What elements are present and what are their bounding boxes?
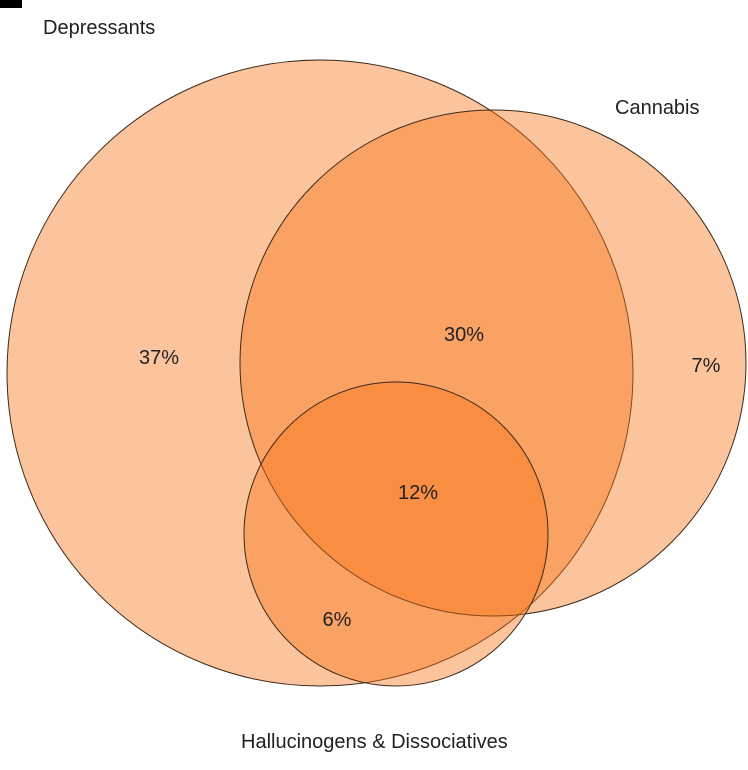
circle-hallucinogens xyxy=(243,381,549,687)
corner-mark xyxy=(0,0,22,8)
set-label-depressants: Depressants xyxy=(43,17,155,39)
circle-cannabis xyxy=(239,109,747,617)
region-label-all-three: 12% xyxy=(398,482,438,504)
region-label-depressants-only: 37% xyxy=(139,347,179,369)
set-label-cannabis: Cannabis xyxy=(615,97,700,119)
set-label-hallucinogens: Hallucinogens & Dissociatives xyxy=(241,731,508,753)
region-label-cannabis-only: 7% xyxy=(692,355,721,377)
region-label-depressants-hallucinogens: 6% xyxy=(323,609,352,631)
region-label-depressants-cannabis: 30% xyxy=(444,324,484,346)
circle-depressants xyxy=(6,59,634,687)
